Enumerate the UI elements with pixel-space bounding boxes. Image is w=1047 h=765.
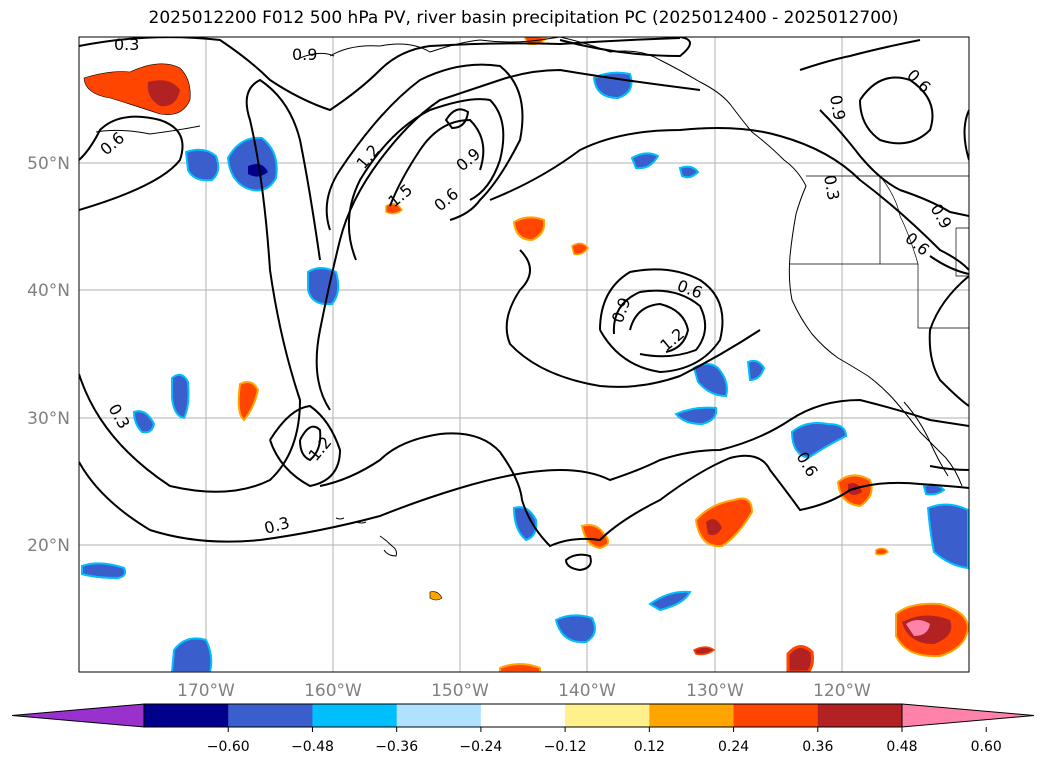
colorbar-bin: [649, 704, 735, 727]
lat-label-20n: 20°N: [27, 536, 70, 556]
colorbar-bin: [312, 704, 398, 727]
contour-label: 0.3: [114, 35, 139, 54]
colorbar-tick-label: −0.60: [207, 739, 250, 755]
lat-label-50n: 50°N: [27, 154, 70, 174]
colorbar-tick-label: 0.36: [802, 739, 833, 755]
colorbar-frame: [143, 703, 903, 728]
colorbar-bin: [144, 704, 229, 727]
lon-label-140w: 140°W: [558, 681, 616, 701]
contour-label: 0.3: [820, 173, 843, 201]
lon-label-150w: 150°W: [431, 681, 489, 701]
colorbar-bin: [565, 704, 650, 727]
contour-label: 0.9: [292, 45, 317, 64]
lon-label-130w: 130°W: [686, 681, 744, 701]
colorbar-tick-label: −0.48: [291, 739, 334, 755]
colorbar-extend-high: [901, 703, 1035, 728]
colorbar-tick-label: −0.36: [375, 739, 418, 755]
colorbar-tick-label: −0.24: [459, 739, 502, 755]
colorbar-bin: [817, 704, 903, 727]
precipitation-shading: [81, 37, 969, 672]
colorbar-tick-label: 0.24: [718, 739, 749, 755]
borders: [790, 175, 969, 329]
map-title: 2025012200 F012 500 hPa PV, river basin …: [148, 8, 899, 28]
colorbar: −0.60 −0.48 −0.36 −0.24 −0.12 0.12 0.24 0.36 0.4…: [11, 703, 1035, 755]
colorbar-tick-label: −0.12: [544, 739, 587, 755]
colorbar-tick-label: 0.60: [971, 739, 1002, 755]
colorbar-extend-low: [11, 703, 145, 728]
latitude-labels: 50°N 40°N 30°N 20°N: [27, 154, 70, 556]
colorbar-tick-label: 0.48: [886, 739, 917, 755]
lon-label-170w: 170°W: [177, 681, 235, 701]
colorbar-bin: [733, 704, 819, 727]
map-frame: [78, 36, 970, 673]
colorbar-bin: [228, 704, 313, 727]
pv-contours: [79, 37, 969, 572]
gridlines: [79, 37, 969, 672]
lat-label-40n: 40°N: [27, 281, 70, 301]
lon-label-160w: 160°W: [304, 681, 362, 701]
contour-label: 0.9: [826, 93, 849, 121]
lat-label-30n: 30°N: [27, 409, 70, 429]
colorbar-bin: [396, 704, 482, 727]
longitude-labels: 170°W 160°W 150°W 140°W 130°W 120°W: [177, 681, 871, 701]
coastlines: [95, 37, 963, 557]
map-area: [79, 37, 969, 672]
lon-label-120w: 120°W: [813, 681, 871, 701]
colorbar-tick-label: 0.12: [634, 739, 665, 755]
colorbar-bin: [480, 704, 566, 727]
